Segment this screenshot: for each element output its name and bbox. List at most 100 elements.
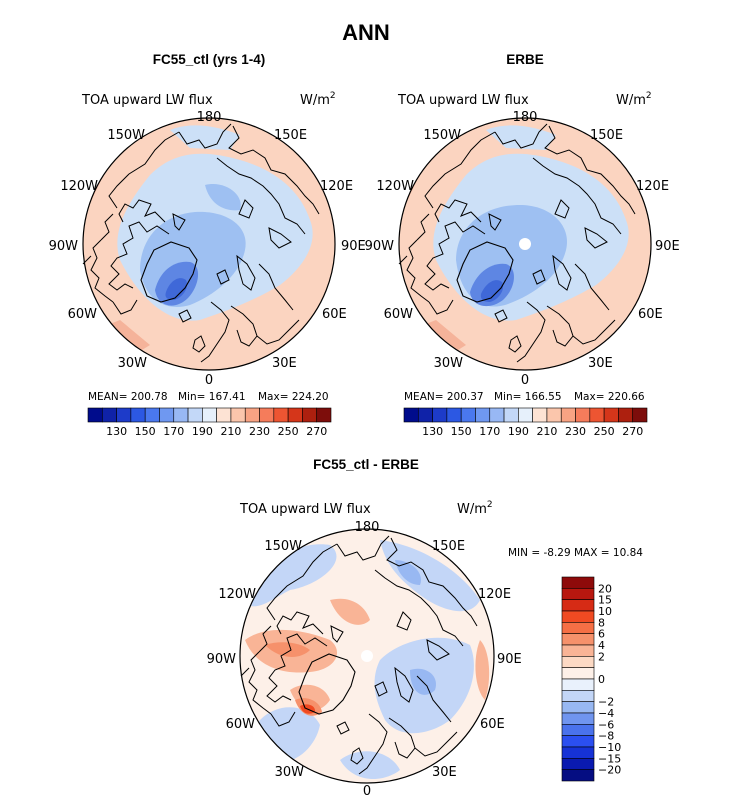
lon-label: 90W <box>49 239 79 254</box>
colorbar-label: 130 <box>106 425 127 438</box>
lon-label: 120E <box>478 587 511 602</box>
colorbar-swatch <box>561 622 595 634</box>
lon-label: 60W <box>384 307 414 322</box>
colorbar-label: 15 <box>598 594 612 607</box>
colorbar-label: 230 <box>565 425 586 438</box>
colorbar-swatch <box>561 576 595 589</box>
lon-label: 120E <box>320 179 353 194</box>
colorbar-swatch <box>503 407 519 423</box>
lon-label: 150W <box>107 128 145 143</box>
lon-label: 90E <box>497 652 522 667</box>
lon-label: 120W <box>218 587 256 602</box>
colorbar-label: 190 <box>508 425 529 438</box>
colorbar-swatch <box>446 407 462 423</box>
mean-value: MEAN= 200.78 <box>88 391 168 403</box>
colorbar-label: −6 <box>598 718 614 731</box>
colorbar-swatch <box>561 656 595 668</box>
units-label: W/m2 <box>457 500 493 517</box>
colorbar-swatch <box>202 407 217 423</box>
lon-label: 180 <box>197 110 222 125</box>
colorbar-swatch <box>561 667 595 680</box>
max-value: Max= 224.20 <box>258 391 329 403</box>
colorbar-label: 270 <box>622 425 643 438</box>
lon-label: 30W <box>275 765 305 780</box>
colorbar-swatch <box>259 407 275 423</box>
colorbar-swatch <box>560 407 576 423</box>
colorbar-label: 10 <box>598 605 612 618</box>
lon-label: 60E <box>480 717 505 732</box>
lon-label: 150W <box>423 128 461 143</box>
colorbar-swatch <box>561 701 595 714</box>
colorbar-swatch <box>460 407 476 423</box>
colorbar-label: 270 <box>306 425 327 438</box>
colorbar-swatch <box>575 407 591 423</box>
colorbar-swatch <box>144 407 160 423</box>
lon-label: 120W <box>60 179 98 194</box>
units-label: W/m2 <box>300 91 336 108</box>
colorbar-swatch <box>561 769 595 782</box>
colorbar-swatch <box>603 407 619 423</box>
missing-data-pole <box>361 650 373 662</box>
lon-label: 0 <box>521 373 529 388</box>
colorbar-swatch <box>432 407 448 423</box>
colorbar-label: 250 <box>594 425 615 438</box>
colorbar-swatch <box>561 690 595 702</box>
variable-label: TOA upward LW flux <box>81 93 213 108</box>
page-title: ANN <box>342 20 390 45</box>
colorbar-swatch <box>618 407 634 423</box>
colorbar-swatch <box>302 407 318 423</box>
lon-label: 180 <box>355 520 380 535</box>
colorbar-swatch <box>403 407 419 423</box>
colorbar-label: 150 <box>135 425 156 438</box>
colorbar-swatch <box>216 407 232 423</box>
lon-label: 30W <box>118 356 148 371</box>
map-boundary <box>398 117 652 371</box>
colorbar-swatch <box>173 407 189 423</box>
colorbar-label: 210 <box>220 425 241 438</box>
lon-label: 150W <box>264 539 302 554</box>
colorbar-swatch <box>561 610 595 623</box>
colorbar-swatch <box>489 407 505 423</box>
panel-observations: ERBE TOA upward LW flux W/m2 180 150E 12… <box>365 52 680 438</box>
panel-title: FC55_ctl (yrs 1-4) <box>153 52 266 67</box>
lon-label: 60W <box>68 307 98 322</box>
colorbar-label: −2 <box>598 696 614 709</box>
lon-label: 60W <box>226 717 256 732</box>
colorbar-swatch <box>561 633 595 646</box>
colorbar-label: 8 <box>598 616 605 629</box>
colorbar-swatch <box>561 712 595 725</box>
colorbar-swatch <box>561 599 595 612</box>
lon-label: 90W <box>365 239 395 254</box>
colorbar-label: −4 <box>598 707 614 720</box>
colorbar-label: 250 <box>278 425 299 438</box>
colorbar-swatch <box>561 588 595 600</box>
colorbar-swatch <box>87 407 103 423</box>
colorbar-swatch <box>546 407 562 423</box>
lon-label: 60E <box>322 307 347 322</box>
variable-label: TOA upward LW flux <box>239 502 371 517</box>
units-label: W/m2 <box>616 91 652 108</box>
colorbar-swatch <box>316 407 332 423</box>
colorbar: 130 150 170 190 210 230 250 270 <box>403 407 648 438</box>
lon-label: 30E <box>588 356 613 371</box>
colorbar-label: 170 <box>163 425 184 438</box>
colorbar-swatch <box>561 735 595 748</box>
flux-field <box>83 118 335 370</box>
colorbar-swatch <box>230 407 246 423</box>
min-value: Min= 166.55 <box>494 391 562 403</box>
colorbar-swatch <box>632 407 648 423</box>
colorbar-swatch <box>417 407 433 423</box>
colorbar-swatch <box>287 407 303 423</box>
colorbar-label: 20 <box>598 582 612 595</box>
colorbar: 130 150 170 190 210 230 250 270 <box>87 407 332 438</box>
colorbar-label: −8 <box>598 730 614 743</box>
colorbar-label: 210 <box>536 425 557 438</box>
colorbar-swatch <box>273 407 289 423</box>
panel-title: FC55_ctl - ERBE <box>313 457 419 472</box>
colorbar-swatch <box>532 407 548 423</box>
colorbar-swatch <box>561 758 595 770</box>
colorbar-swatch <box>101 407 117 423</box>
colorbar-swatch <box>561 746 595 759</box>
lon-label: 150E <box>274 128 307 143</box>
